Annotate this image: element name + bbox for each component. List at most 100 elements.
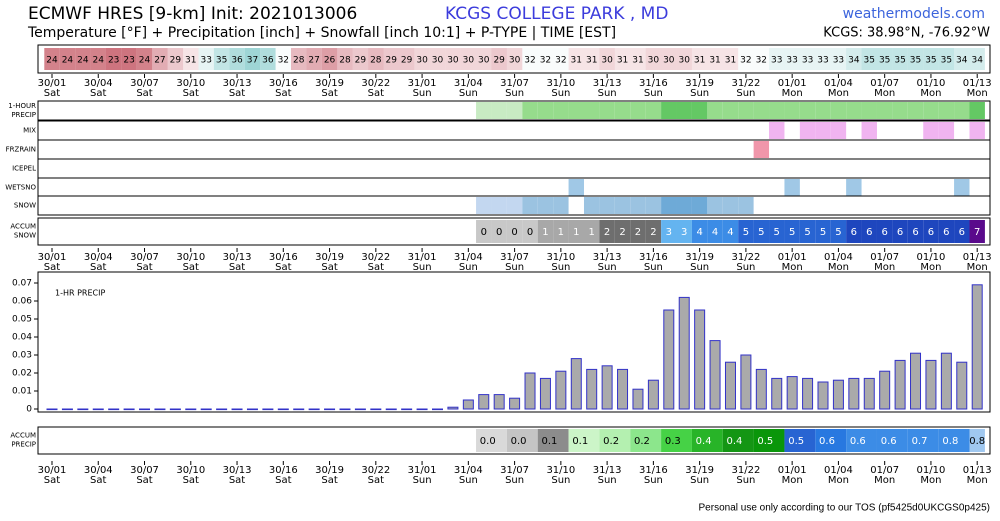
precip-bar [216, 408, 228, 411]
snow-cell [815, 220, 831, 243]
temp-label: 35 [910, 56, 921, 66]
ptype-cell [799, 102, 816, 119]
time-label: 31/01 [408, 252, 437, 263]
ptype-cell [476, 197, 492, 214]
accum-precip-value: 0.0 [511, 436, 527, 447]
day-label: Sat [321, 262, 337, 273]
time-label: 30/01 [38, 78, 67, 89]
day-label: Sat [44, 475, 60, 486]
ptype-cell [583, 102, 600, 119]
ptype-cell [861, 122, 877, 139]
ptype-cell [645, 197, 662, 214]
snow-value: 6 [928, 227, 934, 238]
day-label: Sun [551, 262, 570, 273]
temp-label: 33 [833, 56, 844, 66]
temp-cell [661, 48, 677, 70]
ptype-cell [722, 197, 739, 214]
snow-cell [506, 220, 523, 243]
snow-cell [599, 220, 615, 243]
time-label: 31/07 [500, 252, 529, 263]
accum-precip-label: ACCUM [10, 432, 36, 440]
snow-cell [830, 220, 847, 243]
temp-cell [44, 48, 60, 70]
temp-cell [337, 48, 353, 70]
temp-cell [753, 48, 770, 70]
precip-bar [832, 379, 844, 410]
snow-cell [799, 220, 816, 243]
temp-label: 34 [971, 56, 983, 66]
day-label: Sat [368, 262, 384, 273]
accum-precip-value: 0.0 [480, 436, 496, 447]
temp-label: 28 [339, 56, 351, 66]
snow-value: 6 [866, 227, 872, 238]
temp-label: 30 [478, 56, 490, 66]
precip-bar [416, 408, 428, 411]
ptype-frame [37, 139, 991, 160]
ptype-cell [784, 102, 800, 119]
day-label: Sun [551, 475, 570, 486]
time-label: 01/13 [963, 465, 992, 476]
temp-label: 31 [632, 56, 643, 66]
temp-label: 32 [555, 56, 566, 66]
day-label: Sun [459, 475, 478, 486]
snow-value: 2 [604, 227, 610, 238]
snow-cell [738, 220, 754, 243]
time-label: 30/01 [38, 465, 67, 476]
time-label: 01/10 [917, 252, 946, 263]
day-label: Sat [368, 475, 384, 486]
temp-label: 29 [355, 56, 367, 66]
time-label: 31/04 [454, 252, 483, 263]
temp-label: 29 [493, 56, 505, 66]
day-label: Sat [229, 475, 245, 486]
precip-bar [108, 408, 120, 411]
temp-label: 31 [709, 56, 720, 66]
snow-value: 0 [511, 227, 517, 238]
time-label: 31/19 [685, 465, 714, 476]
ptype-cell [753, 141, 770, 158]
precip-bar [802, 377, 814, 410]
day-label: Sat [321, 88, 337, 99]
day-label: Sat [90, 88, 106, 99]
temp-cell [167, 48, 184, 70]
ptype-cell [630, 102, 646, 119]
snow-value: 5 [743, 227, 749, 238]
temp-label: 27 [154, 56, 165, 66]
time-label: 31/01 [408, 465, 437, 476]
ptype-cell [954, 102, 970, 119]
precip-bar [246, 408, 258, 411]
ptype-cell [661, 197, 677, 214]
day-label: Sun [690, 262, 709, 273]
temp-cell [136, 48, 153, 70]
accum-precip-cell [537, 429, 569, 452]
snow-value: 6 [959, 227, 965, 238]
precip-bar [169, 408, 181, 411]
day-label: Sun [413, 262, 432, 273]
precip-bar [385, 408, 397, 411]
precip-bar [354, 408, 366, 411]
temp-cell [90, 48, 106, 70]
temp-cell [830, 48, 847, 70]
y-tick-label: 0.03 [12, 351, 32, 361]
coords: KCGS: 38.98°N, -76.92°W [823, 26, 990, 41]
ptype-cell [722, 102, 739, 119]
temp-cell [553, 48, 569, 70]
precip-bar [617, 368, 629, 410]
subtitle: Temperature [°F] + Precipitation [inch] … [27, 25, 616, 41]
day-label: Sun [413, 475, 432, 486]
y-tick-label: 0.02 [12, 369, 32, 379]
snow-value: 4 [696, 227, 702, 238]
time-label: 30/07 [130, 252, 159, 263]
day-label: Sun [505, 88, 524, 99]
ptype-cell [923, 102, 939, 119]
time-label: 31/13 [593, 78, 622, 89]
temp-cell [414, 48, 430, 70]
precip-bar [370, 408, 382, 411]
precip-bar [200, 408, 212, 411]
precip-bar [755, 368, 767, 410]
accum-precip-value: 0.1 [572, 436, 588, 447]
temp-label: 24 [46, 56, 58, 66]
temp-cell [645, 48, 662, 70]
temp-frame [37, 44, 991, 74]
time-label: 30/04 [84, 252, 113, 263]
accum-precip-cell [846, 429, 877, 452]
